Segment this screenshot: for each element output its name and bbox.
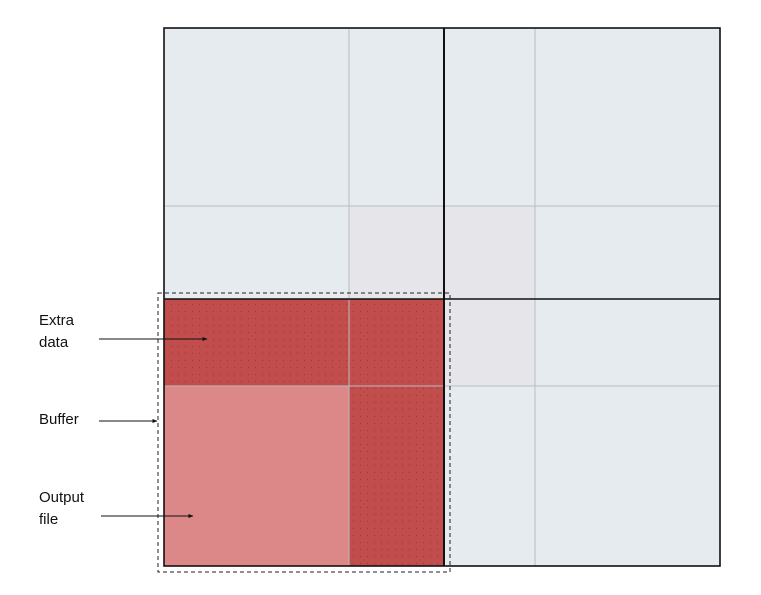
output-file-label-line2: file [39, 511, 59, 528]
extra-data-label-line1: Extra [39, 312, 75, 329]
extra-data-label: Extra data [39, 310, 74, 354]
thick-grid-lines [163, 27, 721, 567]
thin-grid-lines [164, 28, 720, 566]
buffer-outline [157, 292, 451, 573]
output-file-region [164, 386, 349, 566]
extra-data-label-line2: data [39, 334, 69, 351]
output-file-label: Output file [39, 487, 84, 531]
buffer-label: Buffer [39, 411, 79, 428]
output-file-label-line1: Output [39, 489, 85, 506]
